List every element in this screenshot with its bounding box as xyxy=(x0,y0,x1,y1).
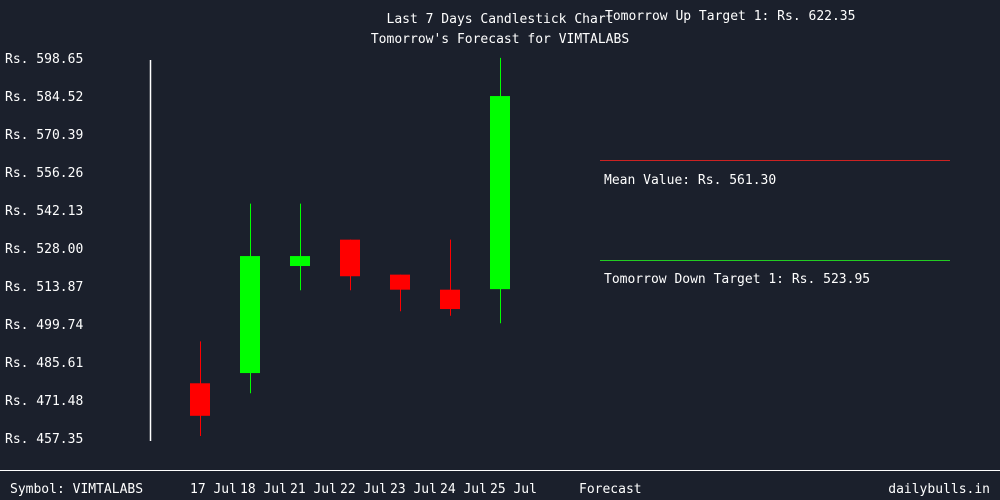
up-target-label: Tomorrow Up Target 1: Rs. 622.35 xyxy=(605,9,855,24)
candle-body xyxy=(240,256,260,374)
candle-body xyxy=(190,383,210,416)
y-tick-label: Rs. 499.74 xyxy=(5,318,83,333)
y-tick-label: Rs. 471.48 xyxy=(5,394,83,409)
footer-symbol: Symbol: VIMTALABS xyxy=(10,482,143,497)
candle-body xyxy=(490,96,510,290)
x-tick-label: 18 Jul xyxy=(240,482,287,497)
y-tick-label: Rs. 556.26 xyxy=(5,166,83,181)
candle-body xyxy=(440,289,460,310)
footer-brand: dailybulls.in xyxy=(888,482,990,497)
y-axis-ticks: Rs. 598.65 Rs. 584.52 Rs. 570.39 Rs. 556.26… xyxy=(5,52,83,447)
y-tick-label: Rs. 584.52 xyxy=(5,90,83,105)
y-tick-label: Rs. 528.00 xyxy=(5,242,83,257)
x-tick-label: 24 Jul xyxy=(440,482,487,497)
chart-subtitle: Tomorrow's Forecast for VIMTALABS xyxy=(371,32,629,47)
chart-title: Last 7 Days Candlestick Chart xyxy=(387,12,614,27)
candles-group xyxy=(190,57,510,436)
y-tick-label: Rs. 485.61 xyxy=(5,356,83,371)
down-target-label: Tomorrow Down Target 1: Rs. 523.95 xyxy=(604,272,870,287)
x-tick-label: 22 Jul xyxy=(340,482,387,497)
x-tick-label: 23 Jul xyxy=(390,482,437,497)
x-tick-label: 21 Jul xyxy=(290,482,337,497)
x-tick-forecast: Forecast xyxy=(579,482,642,497)
x-axis-ticks: 17 Jul 18 Jul 21 Jul 22 Jul 23 Jul 24 Jul 25 J… xyxy=(190,482,537,497)
x-tick-label: 25 Jul xyxy=(490,482,537,497)
y-tick-label: Rs. 513.87 xyxy=(5,280,83,295)
candle-body xyxy=(340,239,360,277)
y-tick-label: Rs. 598.65 xyxy=(5,52,83,67)
y-tick-label: Rs. 542.13 xyxy=(5,204,83,219)
candle-body xyxy=(290,256,310,267)
x-tick-label: 17 Jul xyxy=(190,482,237,497)
y-tick-label: Rs. 457.35 xyxy=(5,432,83,447)
y-tick-label: Rs. 570.39 xyxy=(5,128,83,143)
mean-value-label: Mean Value: Rs. 561.30 xyxy=(604,173,776,188)
candle-body xyxy=(390,274,410,290)
